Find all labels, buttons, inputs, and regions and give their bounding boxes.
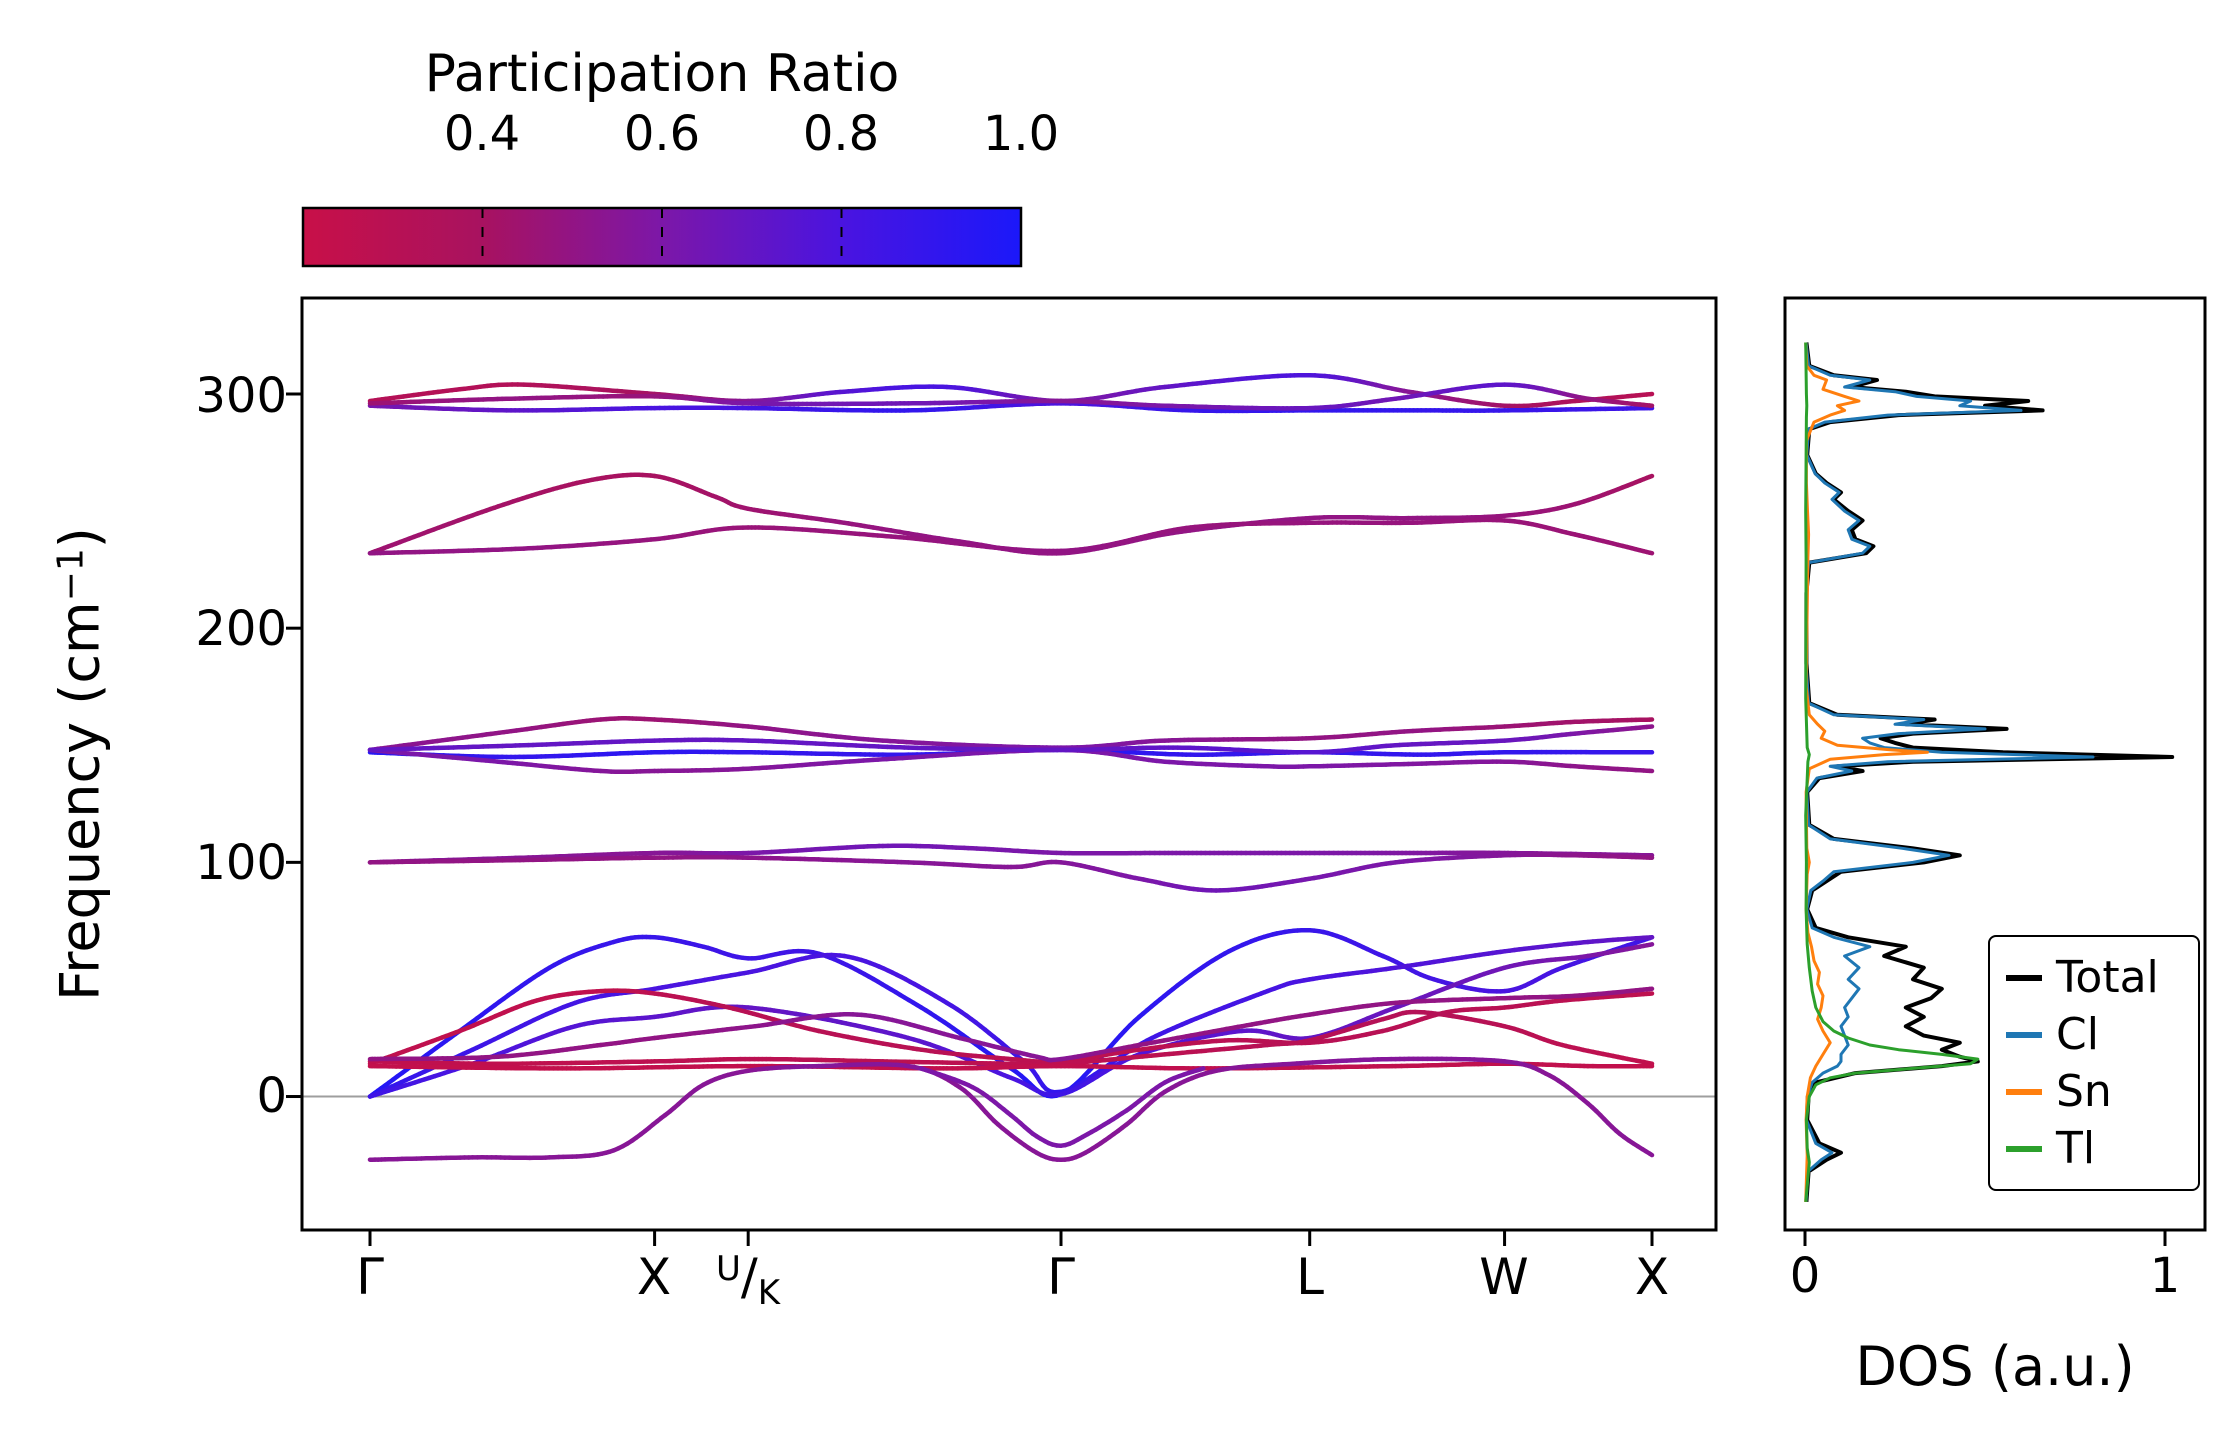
x-tick-uk-superscript: U bbox=[715, 1249, 741, 1289]
x-tick-label-l: L bbox=[1296, 1248, 1324, 1306]
legend-line-sn bbox=[2006, 1088, 2042, 1095]
legend-line-cl bbox=[2006, 1031, 2042, 1038]
legend-item-cl: Cl bbox=[2006, 1006, 2182, 1063]
legend-item-tl: Tl bbox=[2006, 1120, 2182, 1177]
legend-label-sn: Sn bbox=[2056, 1066, 2112, 1117]
legend-item-total: Total bbox=[2006, 949, 2182, 1006]
x-tick-label-x-1: X bbox=[636, 1248, 672, 1306]
colorbar-tick-label-08: 0.8 bbox=[802, 106, 880, 162]
y-tick-label-200: 200 bbox=[195, 601, 287, 657]
legend-label-total: Total bbox=[2056, 952, 2159, 1003]
legend-label-cl: Cl bbox=[2056, 1009, 2099, 1060]
y-axis-label-text: Frequency (cm bbox=[48, 601, 112, 1001]
colorbar-tick-label-10: 1.0 bbox=[982, 106, 1060, 162]
dos-legend: Total Cl Sn Tl bbox=[1988, 935, 2200, 1191]
dos-x-axis-label: DOS (a.u.) bbox=[1855, 1335, 2135, 1398]
y-tick-label-0: 0 bbox=[256, 1068, 287, 1124]
colorbar-tick-label-04: 0.4 bbox=[443, 106, 521, 162]
legend-item-sn: Sn bbox=[2006, 1063, 2182, 1120]
x-tick-label-w: W bbox=[1479, 1248, 1529, 1306]
x-tick-label-gamma-2: Γ bbox=[1047, 1248, 1075, 1306]
legend-label-tl: Tl bbox=[2056, 1123, 2096, 1174]
dos-tick-label-0: 0 bbox=[1789, 1248, 1821, 1304]
x-tick-label-uk: U/K bbox=[668, 1248, 828, 1313]
y-tick-label-100: 100 bbox=[195, 835, 287, 891]
y-axis-label: Frequency (cm−1) bbox=[49, 527, 112, 1001]
x-tick-uk-subscript: K bbox=[757, 1273, 781, 1313]
y-axis-label-close: ) bbox=[48, 527, 112, 549]
dos-tick-label-1: 1 bbox=[2149, 1248, 2181, 1304]
legend-line-total bbox=[2006, 974, 2042, 981]
y-axis-label-superscript: −1 bbox=[50, 548, 92, 602]
x-tick-label-x-2: X bbox=[1634, 1248, 1670, 1306]
x-tick-uk-slash: / bbox=[740, 1248, 758, 1306]
colorbar-tick-label-06: 0.6 bbox=[623, 106, 701, 162]
y-tick-label-300: 300 bbox=[195, 368, 287, 424]
legend-line-tl bbox=[2006, 1145, 2042, 1152]
x-tick-label-gamma-1: Γ bbox=[356, 1248, 384, 1306]
colorbar-title: Participation Ratio bbox=[424, 44, 900, 104]
